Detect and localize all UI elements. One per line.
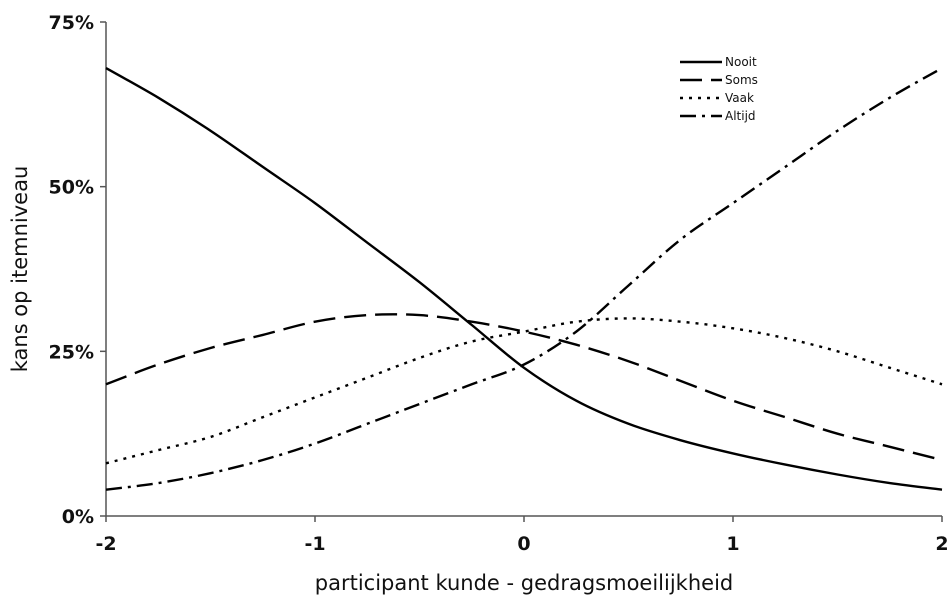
x-tick-label: -1 [304, 533, 325, 555]
y-axis-title: kans op itemniveau [8, 166, 32, 373]
tick-labels: 0% 25% 50% 75% -2 -1 0 1 2 [49, 12, 949, 555]
series-line-vaak [105, 317, 943, 465]
series-line-nooit [105, 67, 943, 491]
legend-label-vaak: Vaak [725, 91, 754, 105]
y-tick-label: 50% [49, 177, 94, 199]
x-tick-label: -2 [95, 533, 116, 555]
series-lines [105, 67, 943, 491]
legend: Nooit Soms Vaak Altijd [680, 55, 758, 123]
x-tick-label: 2 [935, 533, 948, 555]
series-line-soms [105, 313, 943, 462]
x-tick-label: 0 [517, 533, 530, 555]
y-tick-label: 25% [49, 341, 94, 363]
legend-label-nooit: Nooit [725, 55, 757, 69]
axes [105, 22, 942, 517]
y-tick-label: 0% [62, 506, 94, 528]
series-line-altijd [105, 67, 943, 491]
legend-label-soms: Soms [725, 73, 758, 87]
y-tick-label: 75% [49, 12, 94, 34]
x-axis-title: participant kunde - gedragsmoeilijkheid [315, 571, 733, 595]
legend-label-altijd: Altijd [725, 109, 756, 123]
x-tick-label: 1 [726, 533, 739, 555]
